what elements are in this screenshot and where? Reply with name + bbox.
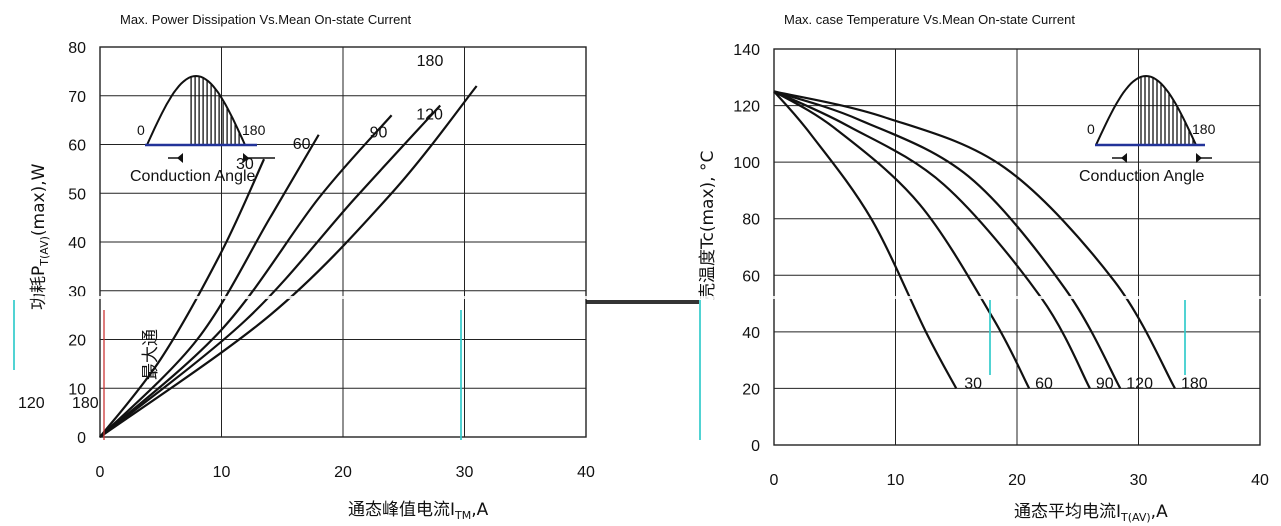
series-label-60: 60	[293, 136, 311, 153]
series-label-120: 120	[1126, 375, 1153, 392]
series-label-90: 90	[1096, 375, 1114, 392]
x-tick-label: 30	[1130, 472, 1148, 489]
x-tick-label: 40	[1251, 472, 1269, 489]
right-inset-caption: Conduction Angle	[1079, 168, 1205, 185]
x-tick-label: 0	[96, 464, 105, 481]
y-tick-label: 20	[68, 333, 86, 350]
right-chart-x-ticks: 0 10 20 30 40	[770, 472, 1269, 489]
series-label-180: 180	[417, 53, 444, 70]
right-chart-frame	[773, 48, 1261, 446]
left-chart-series: 30 60 90 120 180	[99, 53, 478, 438]
left-inset-conduction-angle: 0 180 Conduction Angle	[130, 74, 275, 185]
x-tick-label: 20	[1008, 472, 1026, 489]
series-label-60: 60	[1035, 375, 1053, 392]
left-inset-caption: Conduction Angle	[130, 168, 256, 185]
series-line-90	[773, 90, 1091, 389]
left-inset-arrowhead-left	[177, 153, 183, 163]
y-tick-label: 0	[77, 430, 86, 447]
y-tick-label: 100	[733, 155, 760, 172]
right-inset-label-0: 0	[1087, 121, 1095, 137]
series-label-30: 30	[236, 156, 254, 173]
y-tick-label: 10	[68, 381, 86, 398]
y-tick-label: 140	[733, 42, 760, 59]
svg-text:功耗PT(AV)(max),W: 功耗PT(AV)(max),W	[29, 163, 51, 310]
left-inset-arrowhead-right	[243, 153, 249, 163]
y-tick-label: 50	[68, 186, 86, 203]
left-chart-frame	[99, 46, 587, 438]
right-chart-series: 30 60 90 120 180	[773, 90, 1208, 392]
series-label-30: 30	[964, 375, 982, 392]
right-inset-hatch	[1140, 76, 1194, 145]
left-chart-y-label: 功耗PT(AV)(max),W	[29, 163, 51, 310]
right-chart-y-label: 壳温度Tc(max), °C	[698, 151, 718, 300]
left-chart-grid	[99, 46, 587, 438]
right-inset-conduction-angle: 0 180 Conduction Angle	[1079, 74, 1216, 185]
render-glitch-band	[0, 296, 1281, 440]
left-chart-y-label-fragment: 最大通	[141, 329, 161, 380]
x-tick-label: 30	[456, 464, 474, 481]
x-tick-label: 40	[577, 464, 595, 481]
right-inset-sine-hump	[1095, 74, 1197, 146]
x-tick-label: 10	[887, 472, 905, 489]
left-chart: Max. Power Dissipation Vs.Mean On-state …	[29, 12, 595, 522]
series-line-30	[99, 158, 266, 438]
left-chart-title: Max. Power Dissipation Vs.Mean On-state …	[120, 12, 412, 27]
series-line-90	[99, 114, 393, 438]
series-line-60	[773, 90, 1031, 389]
y-tick-label: 60	[68, 138, 86, 155]
stray-label-180: 180	[72, 395, 99, 412]
y-tick-label: 60	[742, 268, 760, 285]
left-inset-label-180: 180	[242, 122, 266, 138]
series-line-120	[99, 104, 442, 438]
series-line-180	[773, 90, 1176, 389]
x-tick-label: 10	[213, 464, 231, 481]
y-tick-label: 20	[742, 381, 760, 398]
left-chart-x-ticks: 0 10 20 30 40	[96, 464, 595, 481]
svg-text:最大通: 最大通	[141, 329, 161, 380]
y-tick-label: 80	[68, 40, 86, 57]
y-tick-label: 40	[68, 235, 86, 252]
y-tick-label: 40	[742, 325, 760, 342]
left-chart-x-label: 通态峰值电流ITM,A	[348, 500, 489, 522]
right-chart: Max. case Temperature Vs.Mean On-state C…	[698, 12, 1269, 524]
series-label-180: 180	[1181, 375, 1208, 392]
left-inset-label-0: 0	[137, 122, 145, 138]
series-label-120: 120	[416, 107, 443, 124]
right-inset-label-180: 180	[1192, 121, 1216, 137]
x-tick-label: 20	[334, 464, 352, 481]
series-line-30	[773, 90, 958, 389]
right-chart-x-label: 通态平均电流IT(AV),A	[1014, 502, 1168, 524]
y-tick-label: 80	[742, 212, 760, 229]
right-inset-arrowhead-right	[1196, 153, 1202, 163]
right-inset-arrowhead-left	[1121, 153, 1127, 163]
stray-label-120: 120	[18, 395, 45, 412]
y-tick-label: 70	[68, 89, 86, 106]
svg-text:壳温度Tc(max), °C: 壳温度Tc(max), °C	[698, 151, 718, 300]
right-chart-title: Max. case Temperature Vs.Mean On-state C…	[784, 12, 1075, 27]
y-tick-label: 0	[751, 438, 760, 455]
series-line-60	[99, 134, 320, 438]
left-inset-sine-hump	[146, 74, 246, 146]
right-chart-y-ticks: 0 20 40 60 80 100 120 140	[733, 42, 760, 455]
y-tick-label: 120	[733, 99, 760, 116]
left-inset-hatch	[190, 76, 240, 145]
series-line-180	[99, 85, 478, 438]
series-line-120	[773, 90, 1122, 389]
series-label-90: 90	[370, 124, 388, 141]
x-tick-label: 0	[770, 472, 779, 489]
